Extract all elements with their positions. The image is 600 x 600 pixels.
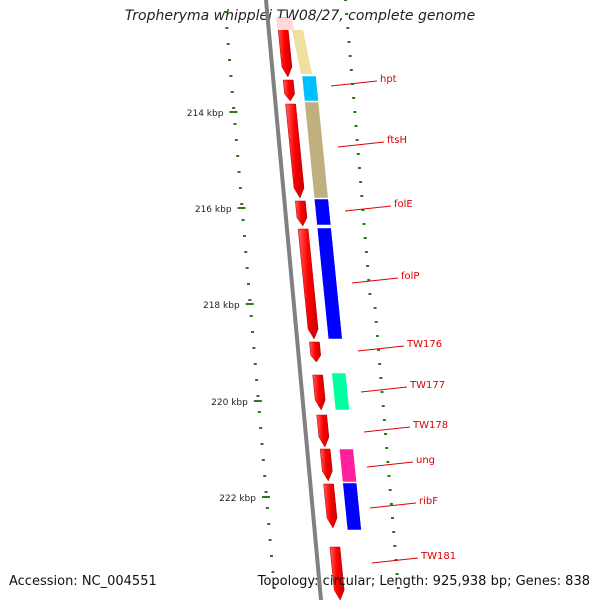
gene-label: TW176 xyxy=(406,339,442,350)
gene-arrow xyxy=(316,414,330,448)
gene-arrow xyxy=(282,79,295,102)
gene-arrow xyxy=(297,228,319,340)
gene-arrow xyxy=(319,448,333,482)
backbone-line xyxy=(264,0,323,600)
genome-summary: Topology: circular; Length: 925,938 bp; … xyxy=(257,574,590,589)
gene-label: folE xyxy=(394,199,413,210)
gene-label: ung xyxy=(416,455,435,466)
gene-label: TW178 xyxy=(412,420,448,431)
ruler-label: 218 kbp xyxy=(203,301,240,311)
gene-label: TW181 xyxy=(420,551,456,562)
gene-box xyxy=(316,227,343,340)
label-leader-line xyxy=(357,345,405,352)
label-leader-line xyxy=(330,80,378,87)
gene-label: folP xyxy=(401,271,419,282)
ruler-label: 220 kbp xyxy=(211,398,248,408)
gene-label: ribF xyxy=(419,496,438,507)
accession-text: Accession: NC_004551 xyxy=(9,574,157,589)
gene-box xyxy=(304,101,329,199)
gene-arrow xyxy=(295,200,308,227)
gene-features xyxy=(276,17,362,600)
gene-box xyxy=(301,75,319,102)
map-title: Tropheryma whipplei TW08/27, complete ge… xyxy=(124,8,476,24)
feature-box xyxy=(276,18,294,30)
label-leader-line xyxy=(369,502,417,509)
gene-arrow xyxy=(312,374,326,411)
gene-box xyxy=(342,482,362,531)
gene-label: hpt xyxy=(380,74,397,85)
ruler-label: 222 kbp xyxy=(219,494,256,504)
gene-label: TW177 xyxy=(409,380,445,391)
gene-box xyxy=(314,198,332,226)
gene-arrow xyxy=(285,103,305,199)
label-leader-line xyxy=(351,277,399,284)
ruler-ticks: 214 kbp 216 kbp 218 kbp 220 kbp 222 kbp xyxy=(187,11,276,589)
gene-label: ftsH xyxy=(387,135,407,146)
gene-box xyxy=(331,372,350,411)
gene-arrow xyxy=(323,483,338,529)
label-leader-line xyxy=(360,386,408,393)
gene-box xyxy=(339,448,357,483)
label-leader-line xyxy=(337,141,385,148)
ruler-label: 214 kbp xyxy=(187,109,224,119)
ruler-label: 216 kbp xyxy=(195,205,232,215)
gene-labels: hpt ftsH folE folP TW176 TW177 TW178 ung ribF TW1… xyxy=(330,74,456,564)
gene-arrow xyxy=(309,341,321,363)
label-leader-line xyxy=(363,426,411,433)
label-leader-line xyxy=(344,205,392,212)
label-leader-line xyxy=(371,557,419,564)
label-leader-line xyxy=(366,461,414,468)
gene-arrow xyxy=(329,546,345,600)
feature-box xyxy=(292,30,312,74)
